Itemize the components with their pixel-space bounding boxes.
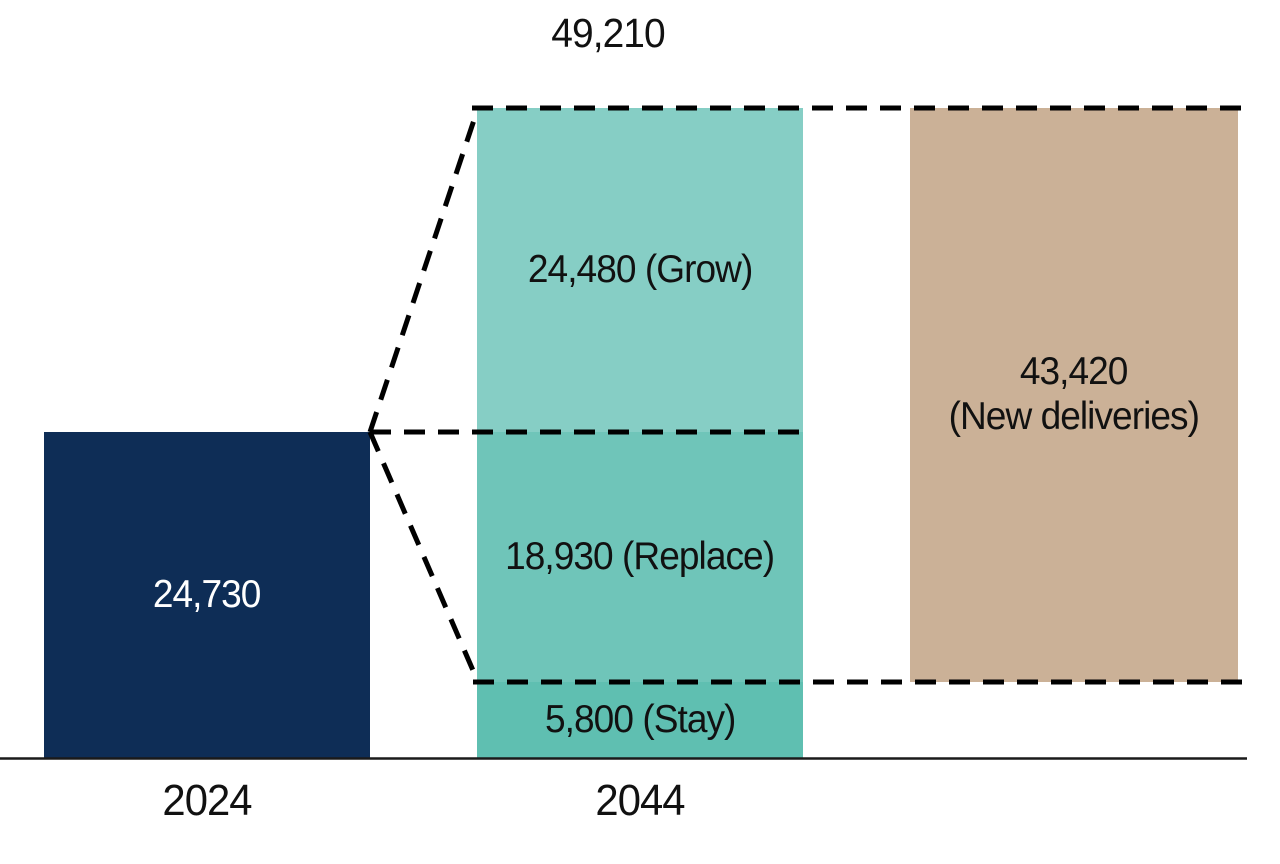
segment-replace: 18,930 (Replace) — [477, 432, 803, 682]
bar-new-deliveries: 43,420 (New deliveries) — [910, 108, 1238, 682]
segment-replace-label: 18,930 (Replace) — [505, 534, 775, 578]
bar-2024-fleet: 24,730 — [44, 432, 370, 758]
segment-grow-label: 24,480 (Grow) — [527, 247, 753, 291]
bar-2024-value-label: 24,730 — [153, 572, 262, 616]
axis-label-2024: 2024 — [162, 776, 252, 825]
new-deliveries-name-label: (New deliveries) — [948, 395, 1200, 438]
total-2044-label: 49,210 — [551, 10, 665, 56]
new-deliveries-value-label: 43,420 — [1020, 350, 1129, 394]
segment-grow: 24,480 (Grow) — [477, 108, 803, 432]
segment-stay-label: 5,800 (Stay) — [544, 697, 736, 741]
bar-2044-stacked: 24,480 (Grow) 18,930 (Replace) 5,800 (St… — [477, 108, 803, 758]
segment-stay: 5,800 (Stay) — [477, 682, 803, 758]
dashed-diagonal-down — [367, 431, 481, 683]
dashed-diagonal-up — [367, 107, 481, 433]
axis-label-2044: 2044 — [595, 776, 685, 825]
